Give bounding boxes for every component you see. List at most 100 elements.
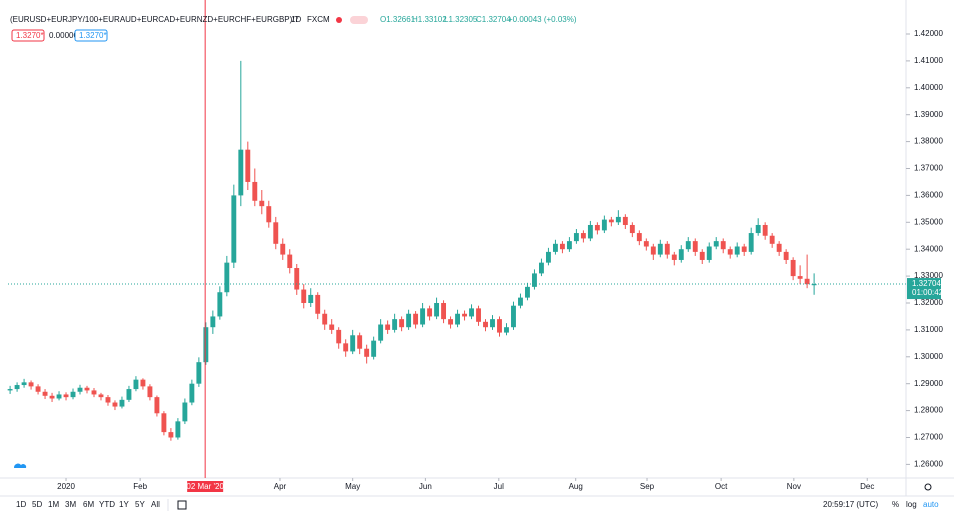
- candle-body: [455, 313, 460, 325]
- range-button[interactable]: 5D: [32, 500, 42, 509]
- auto-toggle[interactable]: auto: [923, 500, 939, 509]
- candle-body: [545, 251, 551, 263]
- candle-body: [601, 219, 607, 231]
- candle-body: [532, 273, 537, 287]
- candle-body: [685, 241, 691, 250]
- y-tick-label: 1.36000: [914, 191, 943, 200]
- candle-body: [21, 382, 27, 386]
- candle-body: [259, 200, 265, 207]
- candle-body: [77, 387, 83, 392]
- candle-body: [755, 224, 761, 234]
- candle-body: [399, 319, 405, 328]
- candle-body: [378, 324, 384, 341]
- y-tick-label: 1.33000: [914, 271, 943, 280]
- candle-body: [217, 292, 223, 317]
- candle-body: [42, 391, 48, 396]
- x-tick-label: Dec: [860, 482, 874, 491]
- buy-price[interactable]: 1.3270*: [79, 31, 107, 40]
- candle-body: [91, 390, 97, 395]
- candle-body: [420, 308, 426, 325]
- y-tick-label: 1.35000: [914, 217, 943, 226]
- last-price-box: [907, 278, 941, 300]
- candle-body: [70, 391, 76, 398]
- candle-body: [273, 222, 279, 244]
- candle-body: [238, 149, 244, 196]
- candle-body: [741, 246, 747, 252]
- countdown: 01:00:42: [912, 288, 944, 297]
- candle-body: [622, 216, 628, 225]
- crosshair-box: [187, 481, 224, 492]
- candle-body: [490, 319, 495, 328]
- range-button[interactable]: 5Y: [135, 500, 145, 509]
- symbol: (EURUSD+EURJPY/100+EURAUD+EURCAD+EURNZD+…: [10, 15, 300, 24]
- x-tick-label: 2020: [57, 482, 75, 491]
- candle-body: [525, 286, 530, 298]
- candle-body: [538, 262, 544, 274]
- candle-body: [357, 335, 363, 349]
- candle-body: [462, 313, 467, 317]
- candle-body: [126, 389, 132, 400]
- range-button[interactable]: All: [151, 500, 160, 509]
- ohlc-legend: H1.33102: [412, 15, 447, 24]
- y-tick-label: 1.29000: [914, 379, 943, 388]
- sell-box[interactable]: [11, 29, 45, 42]
- candle-body: [84, 387, 90, 391]
- x-tick-label: Aug: [569, 482, 583, 491]
- range-button[interactable]: 6M: [83, 500, 94, 509]
- candle-body: [748, 233, 754, 252]
- candle-body: [280, 243, 286, 255]
- candle-body: [776, 243, 782, 252]
- candle-body: [699, 251, 705, 260]
- candle-body: [573, 233, 579, 242]
- candle-body: [413, 313, 419, 325]
- goto-icon[interactable]: [177, 500, 187, 510]
- candle-body: [371, 340, 377, 357]
- range-button[interactable]: 1Y: [119, 500, 129, 509]
- candle-body: [441, 302, 447, 320]
- range-button[interactable]: YTD: [99, 500, 115, 509]
- candle-body: [364, 348, 370, 357]
- ohlc-legend: O1.32661: [380, 15, 416, 24]
- x-tick-label: Feb: [133, 482, 147, 491]
- buy-box[interactable]: [74, 29, 108, 42]
- last-price-label: 1.32704: [912, 279, 941, 288]
- candle-body: [119, 399, 125, 407]
- crosshair-label: 02 Mar '20: [186, 482, 224, 491]
- candle-body: [511, 305, 516, 328]
- percent-toggle[interactable]: %: [892, 500, 899, 509]
- candle-body: [664, 243, 670, 255]
- y-tick-label: 1.39000: [914, 110, 943, 119]
- y-tick-label: 1.34000: [914, 244, 943, 253]
- candle-body: [175, 421, 181, 438]
- candle-body: [385, 324, 391, 330]
- candle-body: [448, 319, 454, 325]
- candle-body: [336, 329, 342, 344]
- clock: 20:59:17 (UTC): [823, 500, 878, 509]
- sell-price[interactable]: 1.3270*: [16, 31, 44, 40]
- candle-body: [762, 224, 768, 236]
- candle-body: [469, 308, 474, 317]
- candle-body: [476, 308, 481, 322]
- settings-icon[interactable]: [924, 483, 932, 491]
- y-tick-label: 1.41000: [914, 56, 943, 65]
- log-toggle[interactable]: log: [906, 500, 917, 509]
- y-tick-label: 1.27000: [914, 433, 943, 442]
- ohlc-legend: L1.32305: [444, 15, 478, 24]
- candle-body: [706, 246, 712, 260]
- candle-body: [140, 379, 146, 387]
- candle-body: [727, 249, 733, 255]
- candle-body: [224, 262, 230, 293]
- range-button[interactable]: 1D: [16, 500, 26, 509]
- candle-body: [7, 389, 13, 391]
- range-button[interactable]: 1M: [48, 500, 59, 509]
- candle-body: [203, 327, 209, 363]
- candle-body: [14, 385, 20, 390]
- candle-body: [566, 241, 572, 250]
- candle-body: [427, 308, 433, 317]
- candle-body: [769, 235, 775, 244]
- range-button[interactable]: 3M: [65, 500, 76, 509]
- y-tick-label: 1.38000: [914, 137, 943, 146]
- cloud-icon[interactable]: [13, 463, 27, 468]
- candle-body: [790, 259, 796, 277]
